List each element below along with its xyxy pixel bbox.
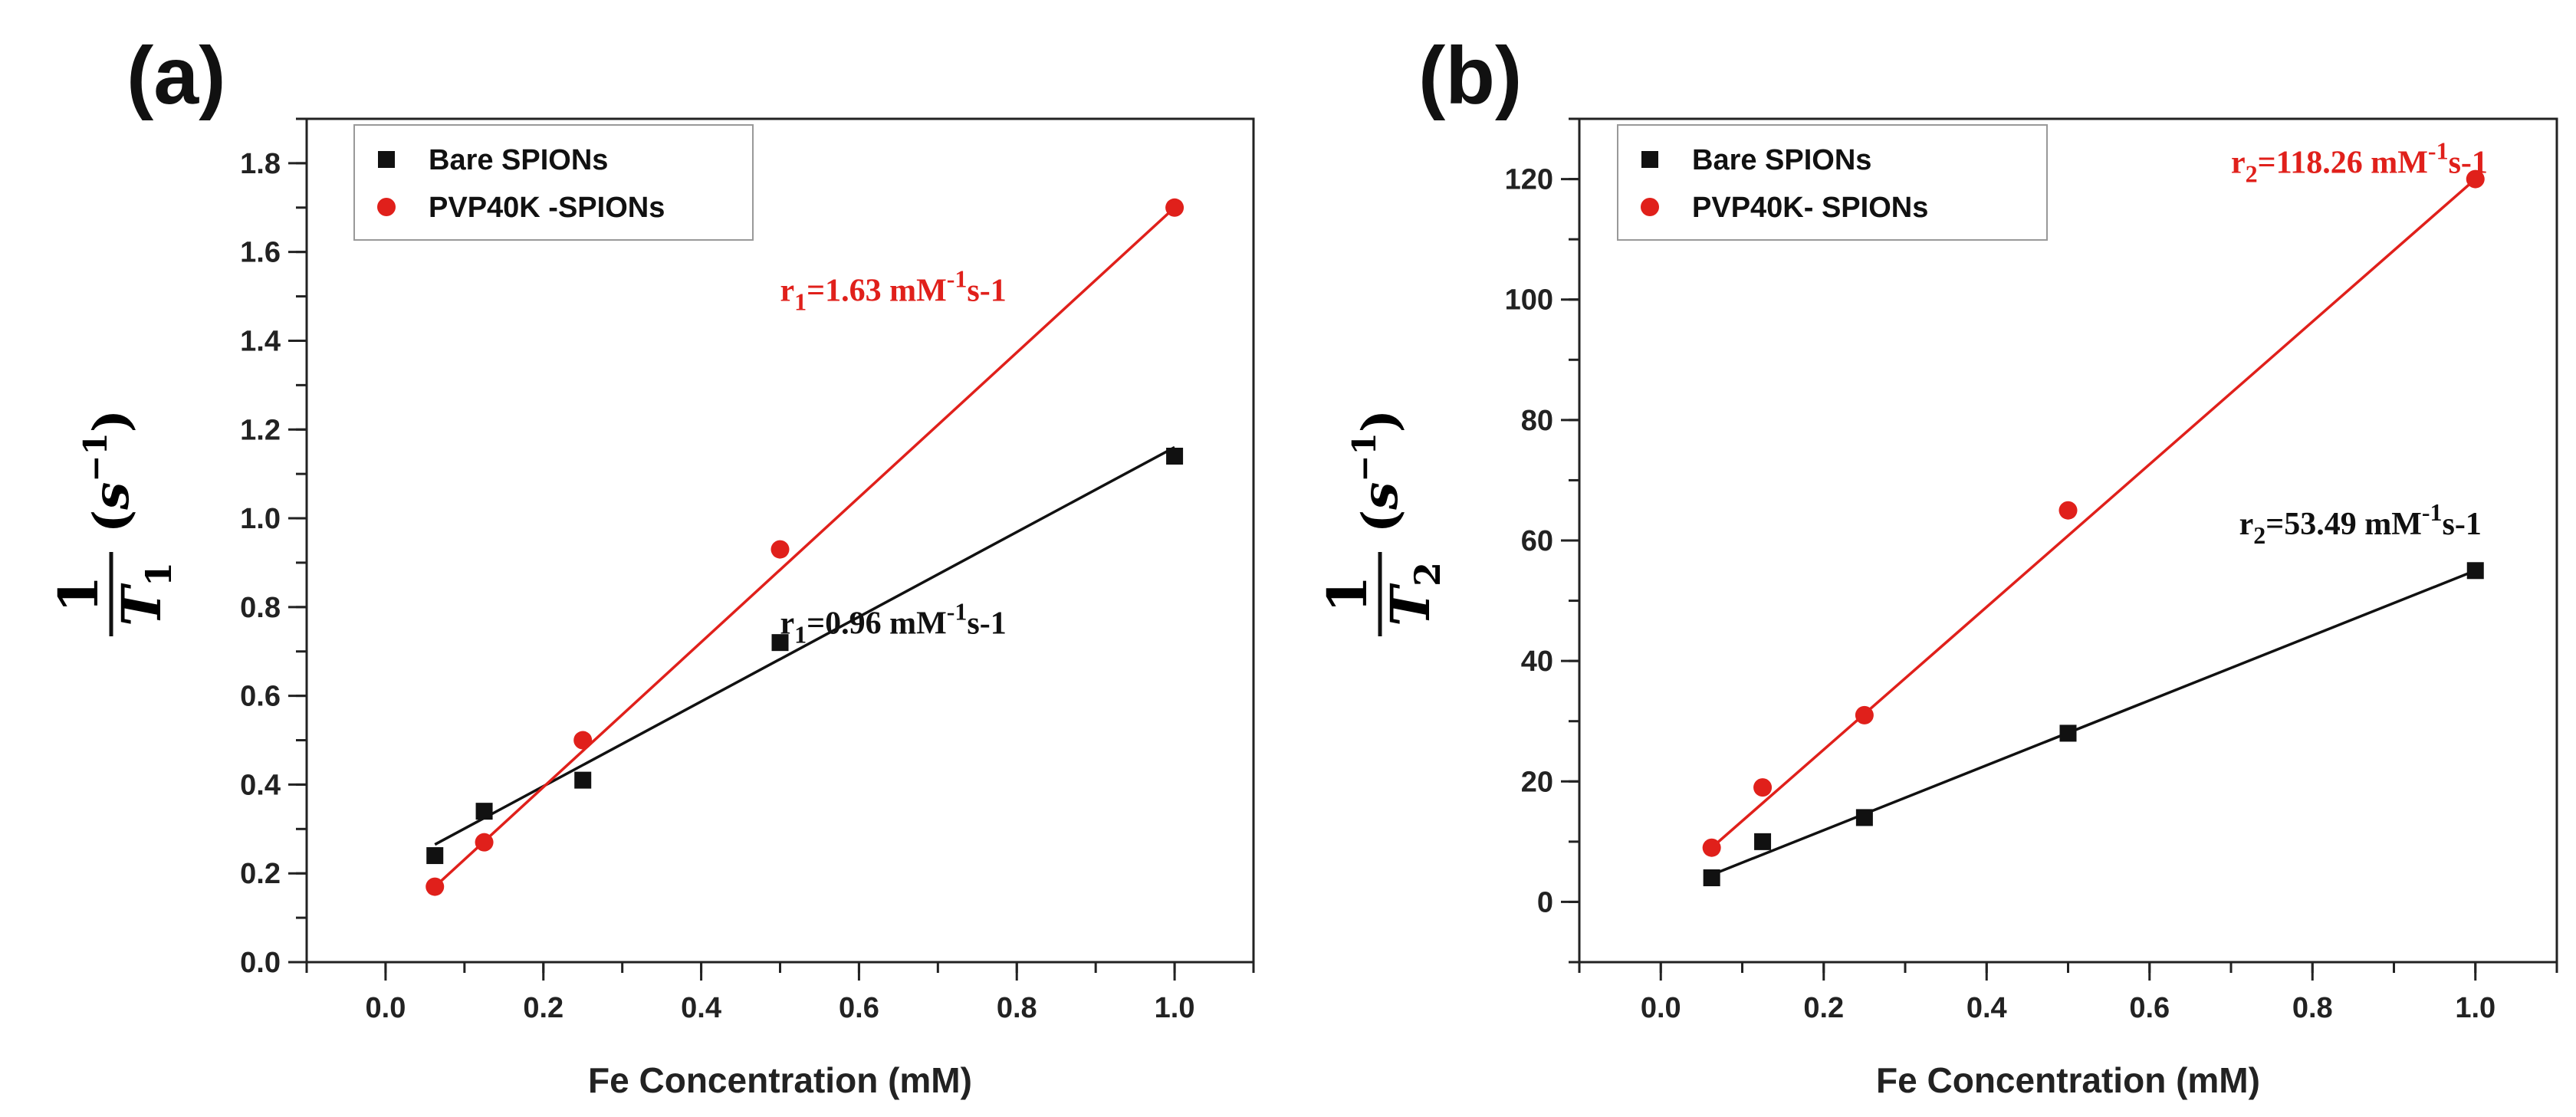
data-point-square <box>1855 809 1873 826</box>
y-tick-label: 1.8 <box>240 148 281 180</box>
y-axis-label: 1 T2 (s−1) <box>1316 409 1448 636</box>
legend-entry-label: PVP40K- SPIONs <box>1692 192 1928 224</box>
y-tick-label: 1.0 <box>240 503 281 535</box>
data-point-circle <box>1702 838 1721 857</box>
y-tick-label: 100 <box>1505 284 1553 317</box>
y-tick-label: 0.4 <box>240 769 281 801</box>
data-point-square <box>2466 562 2484 580</box>
data-point-circle <box>426 877 445 896</box>
legend-marker-square <box>1641 151 1658 168</box>
legend: Bare SPIONs PVP40K -SPIONs <box>353 124 754 241</box>
data-point-circle <box>475 833 494 852</box>
x-tick-label: 0.4 <box>681 992 721 1024</box>
x-tick-label: 1.0 <box>2455 992 2496 1024</box>
data-point-square <box>574 771 592 789</box>
y-tick-label: 1.4 <box>240 325 281 357</box>
legend-marker-square <box>378 151 395 168</box>
chart-panel-b: (b) 0.0 0.2 0.4 0.6 0.8 1.0 0 20 40 60 80 100 120 Fe C… <box>1316 31 2558 1100</box>
y-label-denominator: T1 <box>110 562 179 626</box>
legend: Bare SPIONs PVP40K- SPIONs <box>1617 124 2048 241</box>
panel-label: (a) <box>127 31 226 121</box>
data-point-circle <box>770 540 790 559</box>
x-tick-label: 0.2 <box>523 992 564 1024</box>
x-tick-label: 0.2 <box>1803 992 1844 1024</box>
data-point-square <box>1703 869 1720 886</box>
fit-line <box>434 206 1176 888</box>
panel-label: (b) <box>1418 31 1522 121</box>
x-tick-label: 0.4 <box>1967 992 2007 1024</box>
y-label-unit: (s−1) <box>77 409 140 533</box>
data-point-circle <box>1165 198 1184 217</box>
x-tick-label: 0.8 <box>997 992 1037 1024</box>
x-tick-label: 0.8 <box>2292 992 2333 1024</box>
relaxivity-annotation: r1=0.96 mM-1s-1 <box>780 598 1007 649</box>
y-axis-label: 1 T1 (s−1) <box>47 409 179 636</box>
y-tick-label: 60 <box>1521 525 1553 557</box>
data-point-circle <box>1753 778 1773 797</box>
legend-entry-label: PVP40K -SPIONs <box>429 192 665 224</box>
data-point-circle <box>573 731 593 750</box>
data-point-circle <box>1855 705 1874 724</box>
x-axis-label: Fe Concentration (mM) <box>588 1060 972 1100</box>
y-tick-label: 0.2 <box>240 858 281 890</box>
data-point-square <box>426 847 444 865</box>
legend-marker-circle <box>377 198 396 216</box>
x-tick-label: 0.0 <box>1641 992 1681 1024</box>
data-point-square <box>475 803 493 820</box>
y-label-unit: (s−1) <box>1346 409 1409 533</box>
x-tick-label: 1.0 <box>1155 992 1195 1024</box>
y-tick-label: 1.6 <box>240 237 281 269</box>
relaxivity-annotation: r2=53.49 mM-1s-1 <box>2239 498 2482 549</box>
x-tick-label: 0.0 <box>366 992 406 1024</box>
y-tick-label: 0 <box>1537 886 1553 918</box>
y-tick-label: 0.8 <box>240 592 281 624</box>
x-axis-label: Fe Concentration (mM) <box>1876 1060 2260 1100</box>
data-point-square <box>1754 833 1772 850</box>
y-tick-label: 120 <box>1505 164 1553 196</box>
data-point-square <box>1166 448 1184 465</box>
series-pvp40k-spions: r1=1.63 mM-1s-1 <box>426 198 1184 896</box>
y-tick-label: 40 <box>1521 646 1553 678</box>
data-point-circle <box>2058 501 2078 520</box>
y-tick-label: 20 <box>1521 766 1553 798</box>
x-tick-label: 0.6 <box>2129 992 2170 1024</box>
y-tick-label: 0.6 <box>240 681 281 713</box>
x-tick-label: 0.6 <box>839 992 879 1024</box>
y-label-numerator: 1 <box>1316 576 1379 613</box>
legend-entry-label: Bare SPIONs <box>1692 144 1871 176</box>
legend-box <box>1617 124 2048 241</box>
data-point-circle <box>2466 169 2485 189</box>
legend-entry-label: Bare SPIONs <box>429 144 608 176</box>
data-point-square <box>771 634 789 652</box>
fit-line <box>434 445 1175 846</box>
data-point-square <box>2059 724 2077 742</box>
legend-marker-circle <box>1641 198 1659 216</box>
y-tick-label: 1.2 <box>240 414 281 446</box>
relaxivity-annotation: r2=118.26 mM-1s-1 <box>2231 137 2488 188</box>
y-tick-label: 80 <box>1521 405 1553 437</box>
series-pvp40k-spions: r2=118.26 mM-1s-1 <box>1702 137 2488 857</box>
y-label-numerator: 1 <box>47 576 110 613</box>
y-label-denominator: T2 <box>1378 562 1448 626</box>
legend-box <box>353 124 754 241</box>
relaxivity-annotation: r1=1.63 mM-1s-1 <box>780 264 1007 315</box>
series-bare-spions: r2=53.49 mM-1s-1 <box>1703 498 2484 886</box>
y-tick-label: 0.0 <box>240 947 281 979</box>
fit-line <box>1710 178 2476 849</box>
series-bare-spions: r1=0.96 mM-1s-1 <box>426 445 1184 865</box>
chart-panel-a: (a) 0.0 0.2 0.4 0.6 0.8 1.0 0.0 0.2 0.4 0.6 0.8 1.0 1… <box>47 31 1255 1100</box>
fit-line <box>1711 569 2476 876</box>
